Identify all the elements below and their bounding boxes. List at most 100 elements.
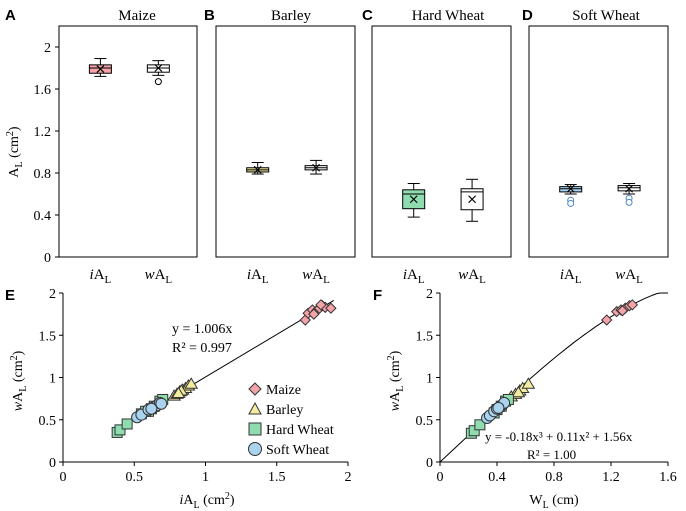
data-point [616, 305, 629, 317]
x-category-sub: L [418, 274, 425, 286]
box-w [460, 178, 484, 222]
x-category-italic: w [145, 267, 155, 283]
mean-marker [468, 195, 477, 204]
y-tick-label: 0.5 [416, 414, 434, 429]
x-category-label: wAL [302, 267, 330, 286]
legend-item-barley: Barley [248, 401, 303, 418]
panel-f-x-axis-label: WL (cm) [529, 493, 579, 511]
legend-barley-label: Barley [266, 403, 303, 418]
legend-item-hard-wheat: Hard Wheat [248, 422, 334, 438]
box-panel-a: 0 0.4 0.8 1.2 1.6 2 iAL w AL [34, 25, 198, 286]
data-point [325, 302, 337, 314]
box-i [402, 183, 426, 218]
x-category-sub: L [636, 274, 643, 286]
x-tick-label: 1.2 [602, 470, 620, 485]
panel-f-r2: R² = 1.00 [527, 447, 576, 462]
box-i [246, 162, 270, 175]
x-category-italic: w [615, 267, 625, 283]
x-category-italic: w [302, 267, 312, 283]
data-point [114, 424, 126, 436]
box-w [304, 159, 328, 175]
panel-e-r2: R² = 0.997 [172, 341, 232, 356]
x-category-label: iAL [403, 267, 425, 286]
y-tick-label: 2 [44, 41, 51, 56]
box-panel-c: iAL wAL [371, 25, 512, 286]
series-soft-wheat [131, 396, 168, 424]
panel-a-title: Maize [118, 8, 156, 24]
box-panel-b: iAL wAL [215, 25, 356, 286]
x-category-italic: i [403, 267, 407, 283]
y-tick-label: 0.8 [34, 167, 52, 182]
box-i [559, 184, 583, 207]
legend-maize-marker [248, 382, 262, 396]
x-category-label: iAL [90, 267, 112, 286]
legend: Maize Barley Hard Wheat Soft Wheat [248, 382, 334, 458]
x-category-italic: i [247, 267, 251, 283]
outlier-point [625, 198, 633, 206]
y-tick-label: 1.5 [416, 329, 434, 344]
outlier-point [154, 78, 162, 86]
scatter-panel-f: 0 0.5 1 1.5 2 0 0.4 0.8 1.2 1.6 [416, 287, 677, 485]
panel-letter-a: A [5, 7, 16, 24]
legend-hard-wheat-label: Hard Wheat [266, 423, 334, 438]
y-tick-label: 0.4 [34, 209, 52, 224]
panel-letter-d: D [522, 7, 533, 24]
x-category-sub: L [262, 274, 269, 286]
x-category-label: iAL [560, 267, 582, 286]
x-category-label: wAL [615, 267, 643, 286]
x-tick-label: 0.5 [126, 470, 144, 485]
x-category-main: A [94, 267, 105, 283]
x-category-main: A [407, 267, 418, 283]
legend-maize-label: Maize [266, 383, 301, 398]
y-tick-label: 1.6 [34, 83, 52, 98]
mean-marker [253, 165, 262, 174]
box-w [617, 183, 641, 206]
y-tick-label: 2 [426, 287, 433, 302]
legend-soft-wheat-marker [248, 442, 262, 456]
x-tick-label: 0 [60, 470, 67, 485]
panel-e-y-axis-label: wAL (cm2) [9, 350, 29, 411]
series-maize [299, 299, 337, 326]
series-soft-wheat [481, 396, 511, 425]
mean-marker [312, 163, 321, 172]
x-category-sub: L [105, 274, 112, 286]
legend-barley-marker [248, 401, 262, 415]
panel-e-equation: y = 1.006x [172, 322, 232, 337]
x-tick-label: 1.5 [268, 470, 286, 485]
x-category-sub: L [323, 274, 330, 286]
x-tick-label: 0.4 [488, 470, 506, 485]
x-tick-label: 2 [345, 470, 352, 485]
y-tick-label: 1 [49, 372, 56, 387]
panel-letter-b: B [204, 7, 215, 24]
series-barley [167, 377, 199, 401]
box-w [146, 60, 170, 86]
y-tick-label: 0 [44, 251, 51, 266]
panel-b-title: Barley [271, 8, 311, 24]
y-tick-label: 1.5 [39, 329, 57, 344]
data-point [521, 377, 536, 389]
x-tick-label: 1 [202, 470, 209, 485]
data-point [171, 386, 186, 399]
panel-letter-f: F [373, 287, 382, 304]
panel-f-equation: y = -0.18x³ + 0.11x² + 1.56x [485, 429, 633, 444]
mean-marker [409, 195, 418, 204]
x-category-main: A [468, 267, 479, 283]
data-point [145, 402, 158, 415]
panel-letter-e: E [5, 287, 15, 304]
x-category-label: wAL [458, 267, 486, 286]
x-category-main: A [564, 267, 575, 283]
y-tick-label: 0 [49, 456, 56, 471]
x-category-main: A [625, 267, 636, 283]
data-point [184, 377, 199, 389]
box-panel-d: iAL wAL [528, 25, 669, 286]
mean-marker [566, 184, 575, 193]
legend-hard-wheat-marker [248, 422, 262, 436]
y-tick-label: 1 [426, 372, 433, 387]
mean-marker [154, 64, 163, 72]
top-row-y-axis-label: AL (cm2) [5, 126, 25, 178]
y-tick-label: 1.2 [34, 125, 52, 140]
data-point [315, 299, 327, 311]
x-category-italic: i [90, 267, 94, 283]
data-point [511, 385, 526, 398]
data-point [626, 299, 639, 311]
